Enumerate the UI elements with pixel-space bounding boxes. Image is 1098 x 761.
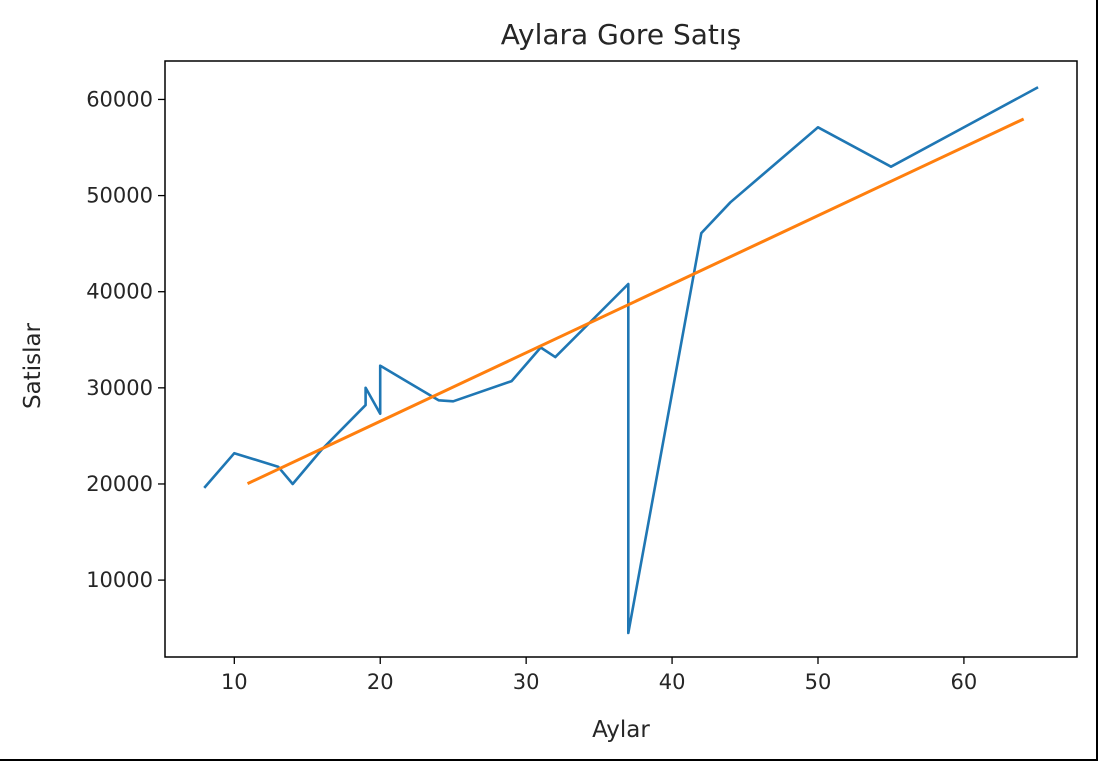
y-tick-label: 60000 <box>86 87 153 111</box>
x-tick-label: 20 <box>367 670 394 694</box>
sales-line <box>203 86 1039 635</box>
chart-title: Aylara Gore Satış <box>501 18 741 51</box>
y-tick-label: 10000 <box>86 568 153 592</box>
x-tick-label: 40 <box>659 670 686 694</box>
y-tick-label: 30000 <box>86 376 153 400</box>
x-tick-label: 50 <box>805 670 832 694</box>
x-tick-label: 60 <box>951 670 978 694</box>
y-tick-label: 20000 <box>86 472 153 496</box>
plot-area <box>164 60 1078 658</box>
y-tick-label: 50000 <box>86 184 153 208</box>
ticks-layer: 10 20 30 40 50 60 10000 20000 30000 40000 50000 600… <box>86 87 977 694</box>
x-axis-label: Aylar <box>592 717 650 743</box>
trend-line <box>246 117 1025 485</box>
x-tick-label: 30 <box>513 670 540 694</box>
y-tick-label: 40000 <box>86 280 153 304</box>
y-axis-label: Satislar <box>20 322 46 409</box>
series-layer <box>203 86 1039 635</box>
x-tick-label: 10 <box>221 670 248 694</box>
